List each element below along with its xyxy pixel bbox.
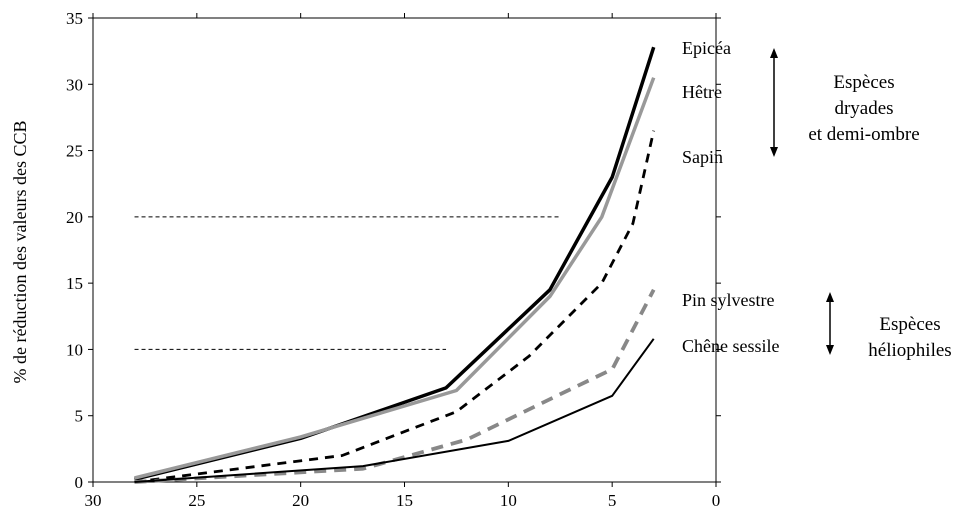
reference-lines [134,216,561,350]
y-tick-label: 25 [66,142,83,161]
series-line-ch-ne-sessile [134,338,655,483]
y-tick-label: 5 [75,407,84,426]
plot-frame [92,17,717,483]
series-label: Epicéa [682,38,731,58]
x-tick-label: 0 [712,491,721,510]
series-layer [134,46,656,484]
series-labels: Epicéa Hêtre Sapin Pin sylvestre Chêne sessi… [682,38,952,361]
x-tick-label: 20 [292,491,309,510]
series-label: Sapin [682,147,723,167]
series-line-epic-a [134,46,656,481]
y-tick-label: 10 [66,340,83,359]
series-label: Pin sylvestre [682,290,775,310]
group-label-line: héliophiles [868,340,951,361]
x-tick-label: 30 [85,491,102,510]
y-tick-label: 0 [75,473,84,492]
series-line-h-tre [134,77,656,480]
y-tick-label: 30 [66,75,83,94]
group-label-line: dryades [834,98,893,119]
series-label: Chêne sessile [682,336,779,356]
y-tick-label: 15 [66,274,83,293]
x-tick-label: 10 [500,491,517,510]
x-tick-label: 15 [396,491,413,510]
series-line-pin-sylvestre [134,288,656,484]
series-label: Hêtre [682,82,722,102]
group-label-line: Espèces [879,314,940,335]
group-arrow-down-head [770,147,778,157]
y-tick-label: 20 [66,208,83,227]
x-tick-label: 5 [608,491,617,510]
group-label-line: Espèces [833,72,894,93]
x-tick-label: 25 [188,491,205,510]
group-arrow-up-head [826,292,834,302]
axes: 0 5 10 15 20 25 30 35 30 25 20 15 10 5 0 [66,9,721,510]
group-arrow-up-head [770,48,778,58]
group-arrow-down-head [826,345,834,355]
y-tick-label: 35 [66,9,83,28]
group-label-line: et demi-ombre [808,124,919,145]
y-axis-label: % de réduction des valeurs des CCB [10,121,30,384]
series-line-sapin [134,130,656,484]
